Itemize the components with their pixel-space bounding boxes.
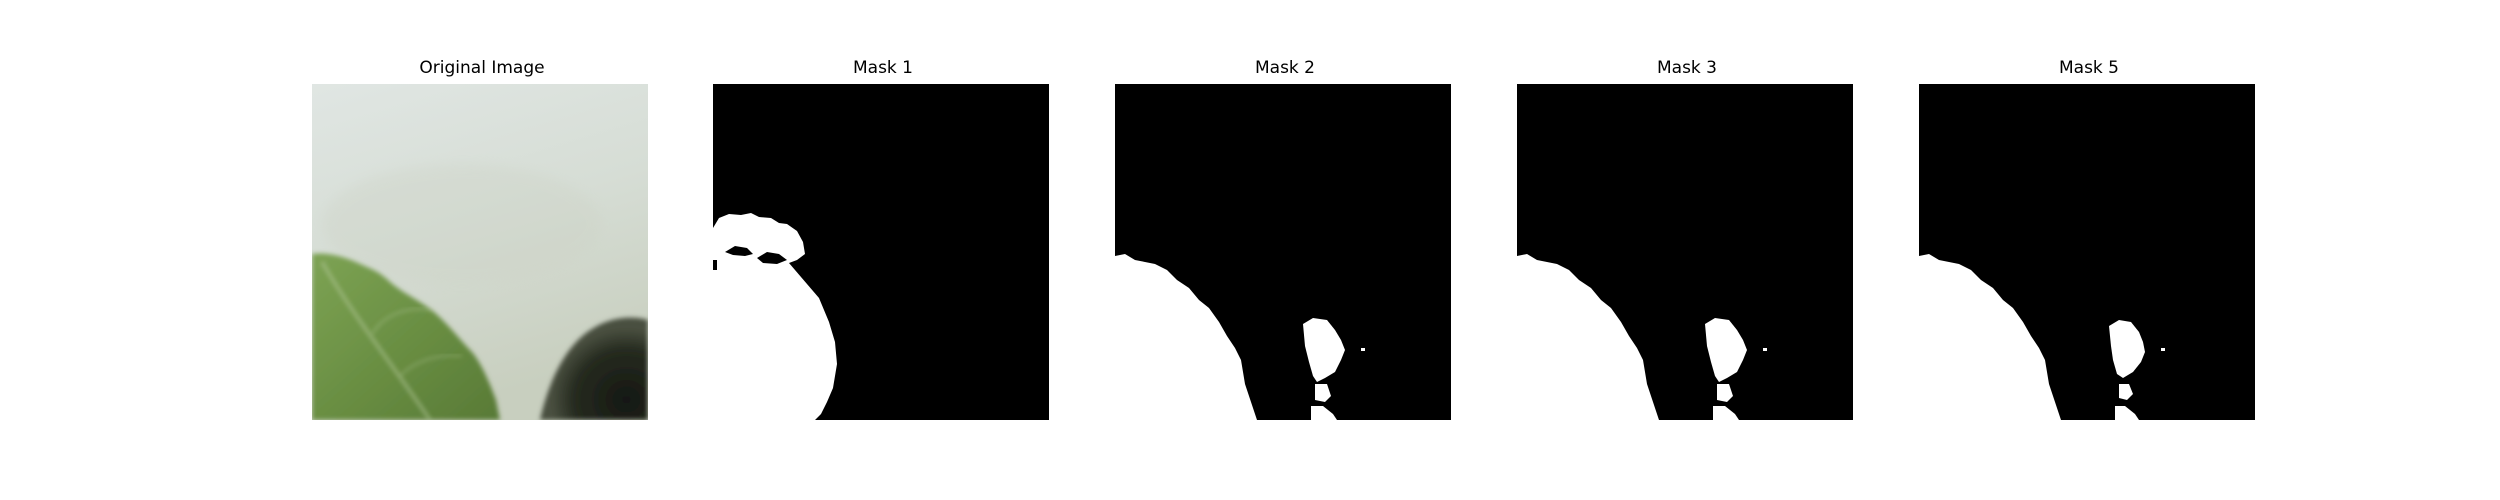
mask-region	[1705, 318, 1747, 382]
panel-title: Mask 1	[852, 58, 913, 78]
leaf-vein-main	[320, 261, 432, 420]
panel-title: Mask 5	[2058, 58, 2119, 78]
mask-hole	[725, 246, 753, 256]
photo-blur-patch	[322, 164, 602, 284]
mask-speck	[1361, 348, 1365, 351]
mask-region	[1717, 384, 1733, 402]
mask-region	[1919, 254, 2061, 420]
mask-hole	[757, 252, 787, 264]
mask-speck	[1763, 348, 1767, 351]
mask-region	[2115, 406, 2139, 420]
mask-image	[713, 84, 1049, 420]
mask-hole	[713, 260, 717, 270]
mask-speck	[2161, 348, 2165, 351]
mask-region	[1315, 384, 1331, 402]
mask-region	[713, 213, 837, 420]
mask-image	[1517, 84, 1853, 420]
dark-object	[540, 317, 648, 420]
original-image	[312, 84, 648, 420]
panel-title: Original Image	[419, 58, 545, 78]
mask-region	[1713, 406, 1739, 420]
mask-region	[2109, 320, 2145, 378]
leaf-vein-branch	[371, 308, 433, 335]
mask-image	[1919, 84, 2255, 420]
mask-region	[1311, 406, 1337, 420]
panel-title: Mask 3	[1656, 58, 1717, 78]
mask-region	[1517, 254, 1659, 420]
mask-region	[2119, 384, 2133, 400]
mask-region	[1303, 318, 1345, 382]
panel-title: Mask 2	[1254, 58, 1315, 78]
leaf-shape	[312, 253, 500, 420]
mask-region	[1115, 254, 1257, 420]
leaf-vein-branch	[399, 354, 463, 377]
mask-image	[1115, 84, 1451, 420]
